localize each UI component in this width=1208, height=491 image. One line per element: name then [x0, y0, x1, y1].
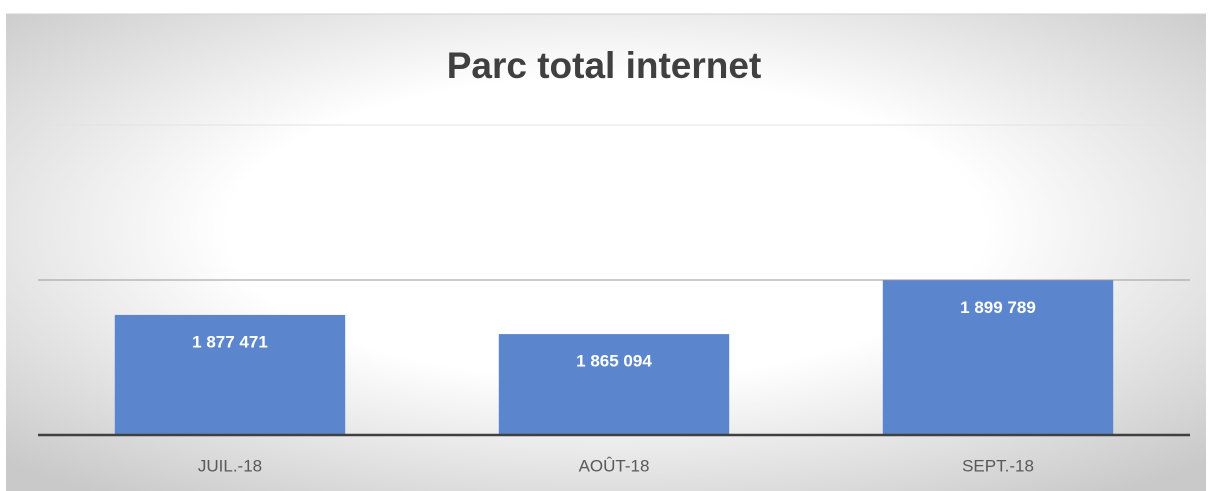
bar	[114, 314, 346, 435]
chart-title: Parc total internet	[447, 45, 762, 86]
x-tick-label: JUIL.-18	[198, 456, 262, 475]
data-label: 1 877 471	[192, 332, 268, 351]
bar	[882, 280, 1114, 435]
data-label: 1 865 094	[576, 352, 652, 371]
bar	[498, 334, 730, 435]
data-label: 1 899 789	[960, 298, 1036, 317]
x-tick-label: SEPT.-18	[962, 456, 1034, 475]
x-tick-label: AOÛT-18	[579, 456, 650, 475]
